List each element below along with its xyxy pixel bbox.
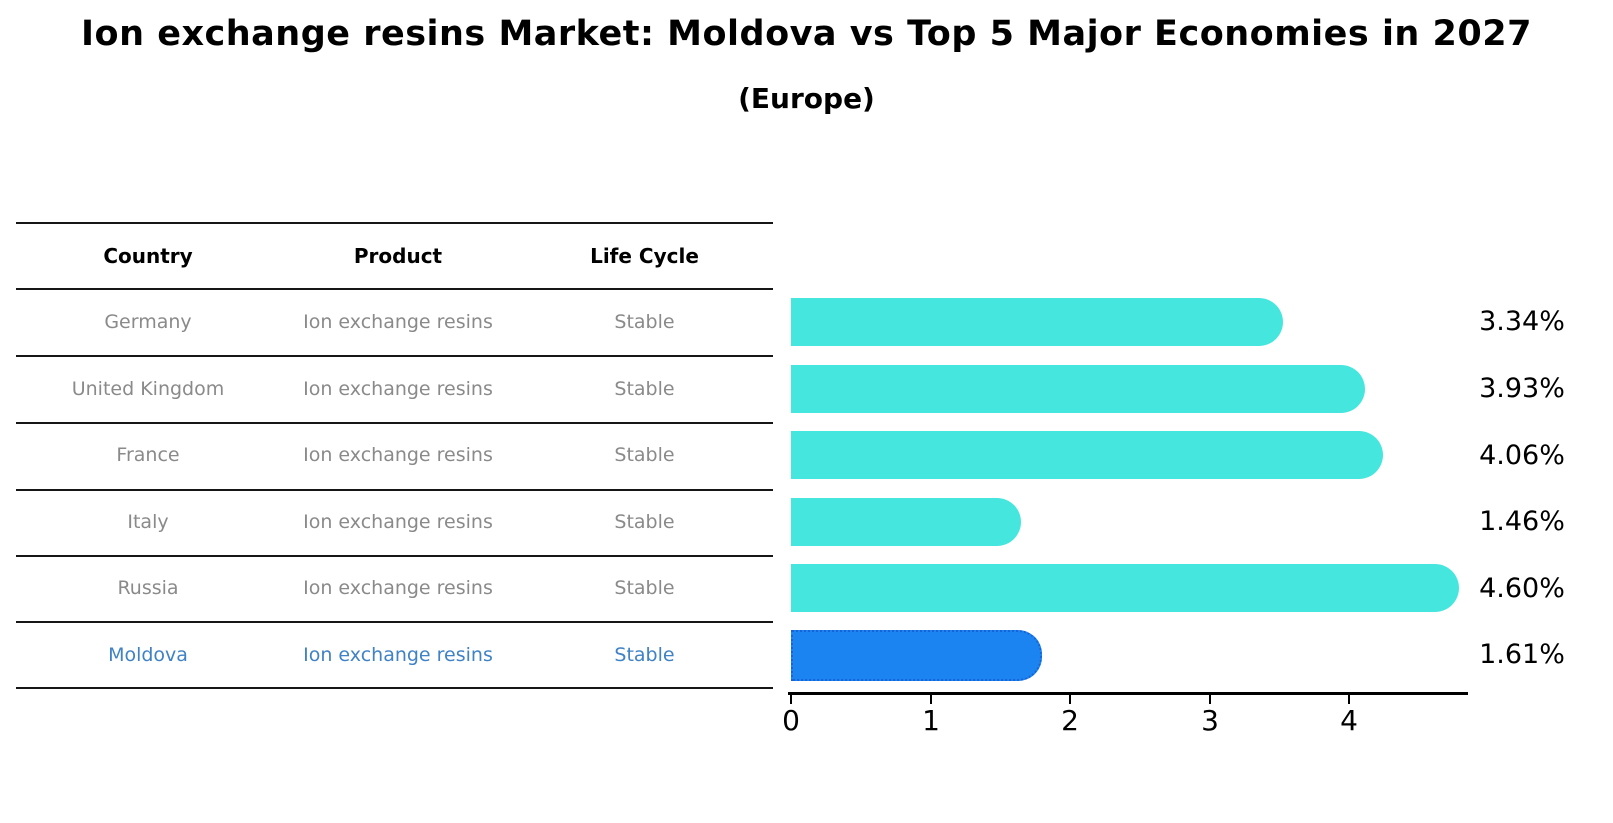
country-cell: Italy xyxy=(127,511,169,533)
life-cycle-cell: Stable xyxy=(614,577,675,599)
product-cell: Ion exchange resins xyxy=(303,644,493,666)
country-cell: United Kingdom xyxy=(71,378,225,400)
table-row-rule xyxy=(16,355,773,357)
x-axis-tick xyxy=(790,695,792,704)
bar-moldova-highlight xyxy=(791,630,1042,681)
bar-italy xyxy=(791,498,1021,546)
table-header-row: Country Product Life Cycle xyxy=(16,243,773,269)
life-cycle-cell: Stable xyxy=(614,444,675,466)
table-row-rule xyxy=(16,422,773,424)
bar-france xyxy=(791,431,1384,479)
value-label: 4.06% xyxy=(1479,440,1565,471)
bar-russia xyxy=(791,564,1459,612)
column-header-life-cycle: Life Cycle xyxy=(590,244,699,268)
country-cell: Russia xyxy=(117,577,179,599)
value-label: 3.93% xyxy=(1479,373,1565,404)
table-row-rule xyxy=(16,489,773,491)
x-axis-tick-label: 2 xyxy=(1061,704,1079,737)
x-axis-tick xyxy=(930,695,932,704)
x-axis-tick-label: 0 xyxy=(782,704,800,737)
life-cycle-cell: Stable xyxy=(614,311,675,333)
value-label: 1.46% xyxy=(1479,506,1565,537)
product-cell: Ion exchange resins xyxy=(303,444,493,466)
x-axis-tick xyxy=(1209,695,1211,704)
table-row: Germany Ion exchange resins Stable xyxy=(16,309,773,335)
table-row-moldova: Moldova Ion exchange resins Stable xyxy=(16,642,773,668)
product-cell: Ion exchange resins xyxy=(303,577,493,599)
product-cell: Ion exchange resins xyxy=(303,311,493,333)
chart-subtitle: (Europe) xyxy=(738,82,875,115)
table-row: United Kingdom Ion exchange resins Stabl… xyxy=(16,376,773,402)
table-row-rule xyxy=(16,621,773,623)
life-cycle-cell: Stable xyxy=(614,644,675,666)
country-cell: Moldova xyxy=(108,644,188,666)
value-label: 1.61% xyxy=(1479,639,1565,670)
table-row-rule xyxy=(16,555,773,557)
column-header-country: Country xyxy=(103,244,193,268)
table-top-rule xyxy=(16,222,773,224)
table-row: France Ion exchange resins Stable xyxy=(16,442,773,468)
bar-united-kingdom xyxy=(791,365,1366,413)
column-header-product: Product xyxy=(353,244,443,268)
chart-title: Ion exchange resins Market: Moldova vs T… xyxy=(81,14,1532,54)
x-axis-tick xyxy=(1348,695,1350,704)
product-cell: Ion exchange resins xyxy=(303,378,493,400)
table-header-rule xyxy=(16,288,773,290)
x-axis-tick-label: 3 xyxy=(1201,704,1219,737)
x-axis-tick-label: 4 xyxy=(1340,704,1358,737)
table-row: Russia Ion exchange resins Stable xyxy=(16,575,773,601)
country-cell: France xyxy=(116,444,180,466)
value-label: 4.60% xyxy=(1479,573,1565,604)
bar-germany xyxy=(791,298,1283,346)
x-axis-tick xyxy=(1069,695,1071,704)
product-cell: Ion exchange resins xyxy=(303,511,493,533)
table-row: Italy Ion exchange resins Stable xyxy=(16,509,773,535)
country-cell: Germany xyxy=(104,311,192,333)
value-label: 3.34% xyxy=(1479,306,1565,337)
x-axis-tick-label: 1 xyxy=(922,704,940,737)
life-cycle-cell: Stable xyxy=(614,511,675,533)
life-cycle-cell: Stable xyxy=(614,378,675,400)
x-axis-line xyxy=(788,692,1468,695)
table-bottom-rule xyxy=(16,687,773,689)
